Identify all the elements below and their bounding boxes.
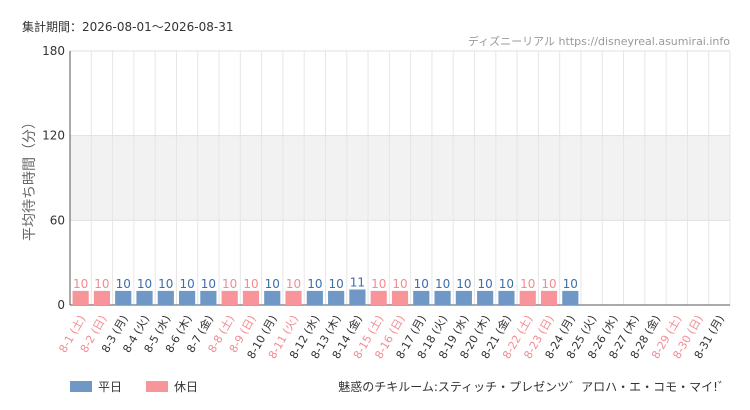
bar [540,290,558,305]
bar-value-label: 10 [478,277,493,291]
y-tick-label: 0 [57,298,65,312]
bar-value-label: 10 [307,277,322,291]
bar-value-label: 10 [499,277,514,291]
y-tick-label: 120 [42,129,65,143]
bar [413,290,430,305]
bar-value-label: 10 [392,277,407,291]
bar [242,290,260,305]
legend: 平日 休日 [70,378,222,395]
bar-value-label: 10 [265,277,280,291]
bar [157,290,174,305]
bar [306,290,323,305]
bar-value-label: 10 [328,277,343,291]
bar-value-label: 10 [435,277,450,291]
bar [136,290,153,305]
bar-value-label: 10 [94,277,109,291]
bar [349,289,366,305]
bar [285,290,302,305]
bar [391,290,409,305]
bar [519,290,536,305]
y-axis-title: 平均待ち時間（分） [22,115,38,241]
bar-value-label: 10 [541,277,556,291]
bar-value-label: 10 [563,277,578,291]
bar-value-label: 10 [73,277,88,291]
bar-value-label: 11 [350,275,365,289]
bar [264,290,281,305]
bar-value-label: 10 [456,277,471,291]
source-label: ディズニーリアル https://disneyreal.asumirai.inf… [467,35,730,48]
bar [72,290,89,305]
bar [179,290,196,305]
bar-value-label: 10 [179,277,194,291]
legend-swatch-holiday [146,381,169,392]
bar-value-label: 10 [414,277,429,291]
bar [455,290,472,305]
bar [200,290,217,305]
bar [115,290,132,305]
bar [221,290,238,305]
attraction-name: 魅惑のチキルーム:スティッチ・プレゼンツ゛アロハ・エ・コモ・マイ!゛ [338,380,730,394]
bar [370,290,387,305]
bar-value-label: 10 [520,277,535,291]
bar [93,290,111,305]
bar-value-label: 10 [158,277,173,291]
bar [434,290,451,305]
period-label: 集計期間：2026-08-01〜2026-08-31 [22,20,234,34]
bar [562,290,579,305]
bar [498,290,515,305]
bar [328,290,345,305]
bar-value-label: 10 [201,277,216,291]
legend-label-weekday: 平日 [98,380,123,394]
y-tick-label: 60 [50,213,65,227]
bar-value-label: 10 [222,277,237,291]
bar-value-label: 10 [137,277,152,291]
y-tick-label: 180 [42,44,65,58]
grid-band [70,135,730,221]
legend-label-holiday: 休日 [174,380,199,394]
bar [477,290,494,305]
bar-value-label: 10 [243,277,258,291]
legend-swatch-weekday [70,381,92,392]
legend-item-holiday: 休日 [146,378,198,395]
bar-value-label: 10 [371,277,386,291]
bar-value-label: 10 [286,277,301,291]
legend-item-weekday: 平日 [70,378,122,395]
bar-value-label: 10 [116,277,131,291]
